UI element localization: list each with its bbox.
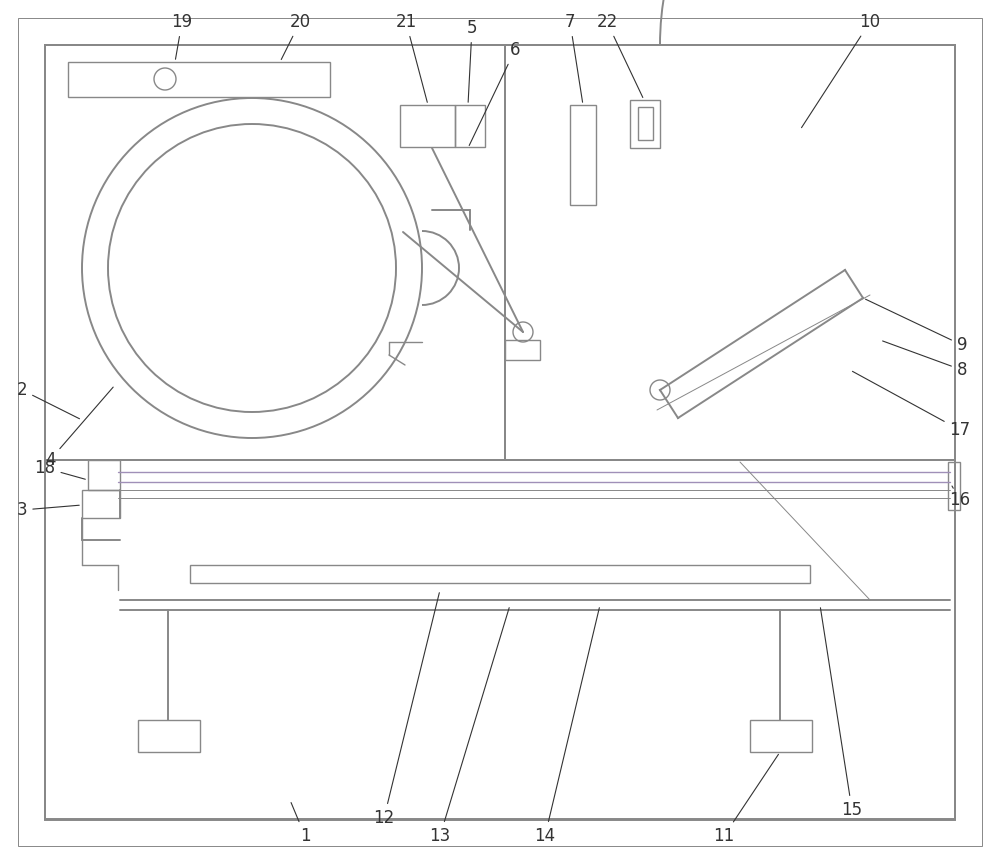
Bar	[400, 105, 455, 147]
Text: 1: 1	[291, 803, 310, 845]
Text: 3: 3	[17, 501, 79, 519]
Text: 22: 22	[596, 13, 643, 98]
Text: 15: 15	[820, 607, 863, 819]
Text: 14: 14	[534, 607, 599, 845]
Text: 13: 13	[429, 607, 509, 845]
Bar	[570, 105, 596, 205]
Text: 5: 5	[467, 19, 477, 102]
Bar	[750, 720, 812, 752]
Bar	[138, 720, 200, 752]
Bar	[505, 340, 540, 360]
Bar	[948, 462, 960, 510]
Bar	[45, 45, 955, 819]
Text: 19: 19	[171, 13, 193, 60]
Text: 4: 4	[45, 387, 113, 469]
Text: 11: 11	[713, 754, 778, 845]
Text: 20: 20	[281, 13, 311, 60]
Bar	[190, 565, 810, 583]
Text: 2: 2	[17, 381, 80, 419]
Bar	[82, 490, 120, 518]
Bar	[45, 45, 505, 460]
Bar	[45, 460, 955, 820]
Bar	[455, 105, 485, 147]
Bar	[68, 62, 330, 97]
Text: 8: 8	[883, 341, 967, 379]
Bar	[88, 460, 120, 490]
Text: 9: 9	[866, 299, 967, 354]
Bar	[505, 45, 955, 460]
Bar	[630, 100, 660, 148]
Text: 16: 16	[949, 486, 971, 509]
Bar	[638, 107, 653, 140]
Text: 18: 18	[34, 459, 85, 480]
Text: 21: 21	[395, 13, 427, 102]
Text: 10: 10	[802, 13, 881, 128]
Text: 7: 7	[565, 13, 583, 102]
Text: 17: 17	[852, 372, 971, 439]
Text: 6: 6	[469, 41, 520, 145]
Text: 12: 12	[373, 593, 439, 827]
